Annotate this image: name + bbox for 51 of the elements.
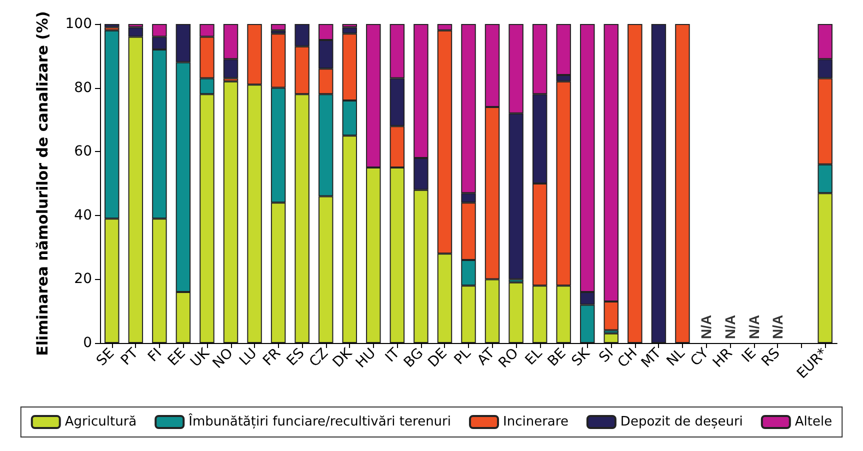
x-tick-label: FI xyxy=(145,345,166,366)
x-tick-label: BE xyxy=(544,345,570,370)
x-tick-label: RS xyxy=(758,345,784,370)
y-tick-label: 60 xyxy=(74,144,92,160)
x-tick-label: AT xyxy=(474,345,498,369)
x-tick-label: IE xyxy=(738,345,760,366)
x-tick-label: SK xyxy=(568,344,594,370)
legend-label: Depozit de deșeuri xyxy=(620,414,743,430)
y-tick-label: 20 xyxy=(74,271,92,288)
y-tick-label: 100 xyxy=(65,16,92,32)
bar xyxy=(675,24,690,343)
x-tick-label: IT xyxy=(382,345,404,366)
y-tick-label: 40 xyxy=(74,207,92,224)
bar xyxy=(604,333,619,343)
x-tick-label: CY xyxy=(688,345,712,370)
annotation: N/A xyxy=(722,314,738,339)
y-tick-label: 0 xyxy=(83,335,92,351)
x-tick-label: PT xyxy=(118,345,142,369)
x-tick-label: MT xyxy=(638,345,665,372)
annotation: N/A xyxy=(770,314,786,339)
annotation: N/A xyxy=(698,314,714,339)
bar xyxy=(223,81,238,343)
bar xyxy=(508,282,524,343)
x-tick-label: CH xyxy=(614,345,641,371)
x-tick-label: RO xyxy=(496,345,522,372)
bar xyxy=(270,24,286,30)
x-tick-label: DK xyxy=(330,344,356,371)
x-tick-label: EL xyxy=(522,345,546,368)
x-tick-label: CZ xyxy=(306,345,332,370)
x-tick-label: SE xyxy=(94,345,118,370)
legend-label: Agricultură xyxy=(64,414,137,430)
legend-label: Altele xyxy=(794,414,832,430)
x-tick-label: EE xyxy=(165,345,189,370)
x-tick-label: DE xyxy=(425,345,450,371)
bar xyxy=(104,24,120,28)
legend-label: Îmbunătățiri funciare/recultivări terenuri xyxy=(188,412,451,430)
legend-label: Incinerare xyxy=(503,414,568,430)
x-tick-label: BG xyxy=(401,345,427,371)
x-tick-label: HR xyxy=(710,345,736,371)
x-tick-label: ES xyxy=(284,345,308,370)
bar xyxy=(651,24,666,343)
x-tick-label: PL xyxy=(451,345,474,368)
x-tick-label: FR xyxy=(260,345,284,370)
x-tick-label: SI xyxy=(596,345,617,366)
annotation: N/A xyxy=(746,314,762,339)
y-tick-label: 80 xyxy=(74,80,92,96)
x-tick-label: NL xyxy=(664,345,688,370)
x-tick-label: LU xyxy=(236,345,260,369)
x-tick-label: HU xyxy=(353,345,380,372)
bar xyxy=(628,24,642,343)
y-axis-title: Eliminarea nămolurilor de canalizare (%) xyxy=(34,11,52,356)
